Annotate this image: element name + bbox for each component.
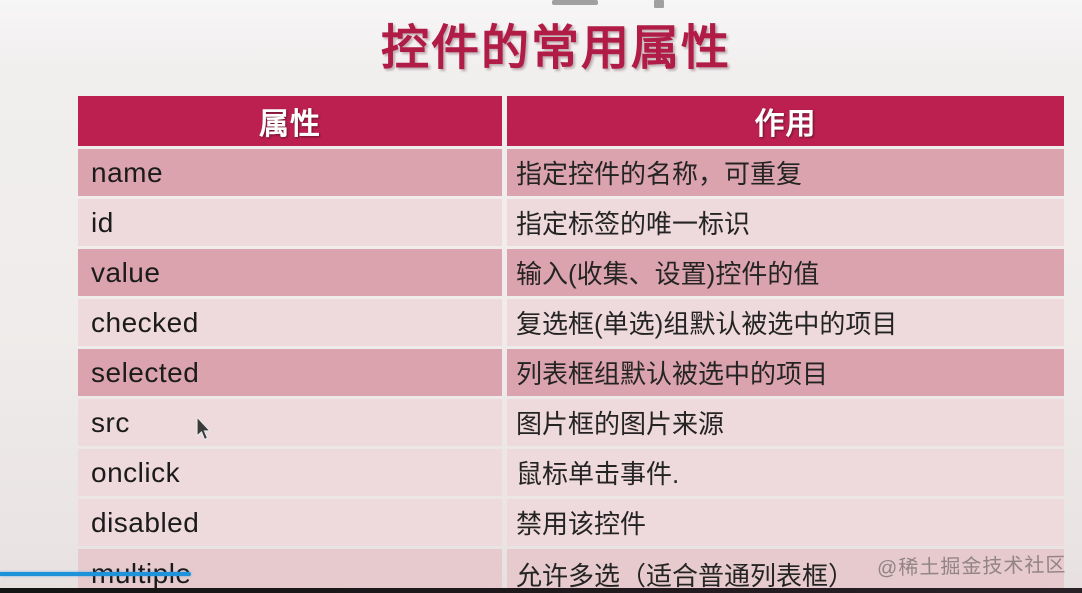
attr-desc: 图片框的图片来源 bbox=[516, 409, 725, 439]
attr-name: value bbox=[91, 256, 161, 288]
table-header-row: 属性 作用 bbox=[78, 96, 1064, 146]
attr-cell: selected bbox=[78, 349, 502, 396]
table-row-multiple: multiple 允许多选（适合普通列表框） bbox=[78, 549, 1064, 593]
attr-desc: 禁用该控件 bbox=[516, 509, 647, 539]
attr-cell: onclick bbox=[78, 449, 502, 496]
attr-cell: checked bbox=[78, 299, 502, 346]
attr-desc: 输入(收集、设置)控件的值 bbox=[516, 259, 820, 289]
mouse-cursor-icon bbox=[196, 417, 212, 441]
header-cell-purpose: 作用 bbox=[507, 96, 1064, 146]
desc-cell: 输入(收集、设置)控件的值 bbox=[507, 249, 1064, 296]
desc-cell: 复选框(单选)组默认被选中的项目 bbox=[507, 299, 1064, 346]
table-row-name: name 指定控件的名称，可重复 bbox=[78, 149, 1064, 196]
attr-desc: 允许多选（适合普通列表框） bbox=[516, 560, 855, 591]
bottom-edge-strip bbox=[0, 588, 1082, 593]
attr-name: id bbox=[91, 206, 114, 238]
attr-desc: 复选框(单选)组默认被选中的项目 bbox=[516, 309, 898, 339]
attr-cell: id bbox=[78, 199, 502, 246]
desc-cell: 列表框组默认被选中的项目 bbox=[507, 349, 1064, 396]
header-cell-attribute: 属性 bbox=[78, 96, 502, 146]
header-purpose-label: 作用 bbox=[754, 108, 817, 141]
attr-cell: src bbox=[78, 399, 502, 446]
table-row-checked: checked 复选框(单选)组默认被选中的项目 bbox=[78, 299, 1064, 346]
watermark-text: @稀土掘金技术社区 bbox=[876, 554, 1067, 580]
attr-desc: 指定控件的名称，可重复 bbox=[516, 159, 803, 189]
attr-name: checked bbox=[91, 306, 199, 338]
attr-desc: 鼠标单击事件. bbox=[516, 459, 680, 489]
table-row-disabled: disabled 禁用该控件 bbox=[78, 499, 1064, 546]
attr-desc: 列表框组默认被选中的项目 bbox=[516, 359, 829, 389]
table-row-value: value 输入(收集、设置)控件的值 bbox=[78, 249, 1064, 296]
attr-cell: value bbox=[78, 249, 502, 296]
attr-cell: disabled bbox=[78, 499, 502, 546]
attr-cell: multiple bbox=[78, 549, 502, 593]
desc-cell: 图片框的图片来源 bbox=[507, 399, 1064, 446]
attr-desc: 指定标签的唯一标识 bbox=[516, 209, 751, 239]
video-crop-artifact bbox=[552, 0, 598, 5]
attr-name: selected bbox=[91, 356, 200, 388]
attr-name: disabled bbox=[91, 506, 200, 538]
desc-cell: 指定控件的名称，可重复 bbox=[507, 149, 1064, 196]
page-title: 控件的常用属性 bbox=[380, 22, 732, 75]
desc-cell: 允许多选（适合普通列表框） bbox=[507, 549, 1064, 593]
table-row-onclick: onclick 鼠标单击事件. bbox=[78, 449, 1064, 496]
desc-cell: 指定标签的唯一标识 bbox=[507, 199, 1064, 246]
table-row-src: src 图片框的图片来源 bbox=[78, 399, 1064, 446]
attr-name: name bbox=[91, 156, 164, 188]
desc-cell: 鼠标单击事件. bbox=[507, 449, 1064, 496]
desc-cell: 禁用该控件 bbox=[507, 499, 1064, 546]
attr-name: src bbox=[91, 406, 130, 438]
table-row-selected: selected 列表框组默认被选中的项目 bbox=[78, 349, 1064, 396]
attr-cell: name bbox=[78, 149, 502, 196]
header-attribute-label: 属性 bbox=[259, 108, 321, 141]
attr-name: onclick bbox=[91, 456, 181, 488]
attributes-table: 属性 作用 name 指定控件的名称，可重复 id 指定标签的唯一标识 valu… bbox=[78, 96, 1064, 593]
video-progress-bar[interactable] bbox=[0, 572, 191, 576]
table-row-id: id 指定标签的唯一标识 bbox=[78, 199, 1064, 246]
video-crop-artifact bbox=[654, 0, 664, 8]
